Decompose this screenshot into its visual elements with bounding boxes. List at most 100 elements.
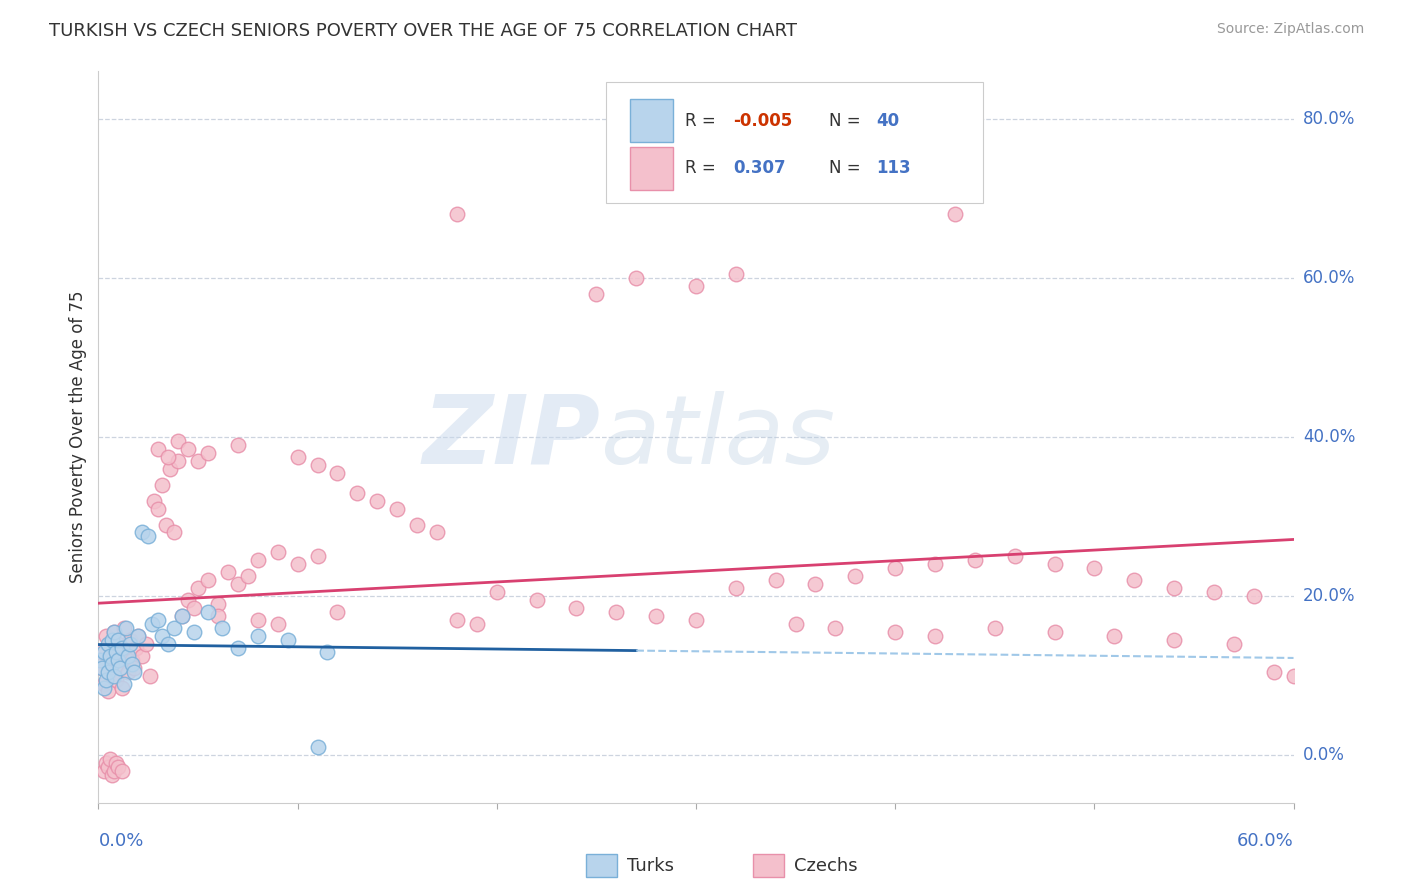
Point — [120, 637, 142, 651]
Point — [246, 553, 269, 567]
Point — [107, 632, 129, 647]
Point — [155, 517, 177, 532]
Point — [110, 645, 132, 659]
Text: 0.0%: 0.0% — [98, 832, 143, 850]
Point — [287, 450, 309, 464]
Point — [187, 454, 209, 468]
Point — [326, 605, 349, 619]
Point — [172, 609, 194, 624]
Point — [101, 632, 124, 647]
Point — [785, 616, 807, 631]
Point — [724, 581, 747, 595]
Point — [183, 601, 205, 615]
Text: 113: 113 — [876, 160, 911, 178]
Point — [93, 681, 115, 695]
Point — [96, 673, 118, 687]
Point — [103, 764, 125, 778]
Point — [157, 637, 180, 651]
FancyBboxPatch shape — [754, 854, 785, 878]
Point — [111, 681, 134, 695]
Point — [98, 637, 122, 651]
Point — [183, 624, 205, 639]
Point — [150, 477, 173, 491]
Point — [884, 561, 907, 575]
Point — [605, 605, 627, 619]
Text: 40: 40 — [876, 112, 900, 129]
Point — [111, 764, 134, 778]
Text: 60.0%: 60.0% — [1303, 269, 1355, 287]
Point — [1123, 573, 1146, 587]
Point — [124, 665, 146, 679]
Point — [1004, 549, 1026, 564]
Text: Czechs: Czechs — [794, 856, 858, 875]
Point — [89, 645, 111, 659]
Point — [217, 566, 239, 580]
Point — [267, 545, 290, 559]
Point — [117, 648, 139, 663]
Point — [127, 629, 149, 643]
Text: 80.0%: 80.0% — [1303, 110, 1355, 128]
Point — [148, 613, 170, 627]
Text: ZIP: ZIP — [422, 391, 600, 483]
Point — [226, 577, 249, 591]
Point — [685, 279, 707, 293]
Text: R =: R = — [685, 160, 721, 178]
Point — [645, 609, 668, 624]
Point — [105, 756, 128, 770]
Point — [91, 660, 114, 674]
Point — [267, 616, 290, 631]
Point — [1282, 668, 1305, 682]
Point — [197, 446, 219, 460]
Point — [127, 629, 149, 643]
Point — [139, 668, 162, 682]
Point — [197, 573, 219, 587]
Point — [93, 645, 115, 659]
Point — [177, 442, 200, 456]
Point — [157, 450, 180, 464]
Point — [110, 660, 132, 674]
Point — [844, 569, 866, 583]
Point — [207, 609, 229, 624]
Point — [101, 657, 124, 671]
Point — [1202, 585, 1225, 599]
Point — [924, 629, 946, 643]
Text: N =: N = — [828, 160, 866, 178]
Point — [96, 629, 118, 643]
Point — [465, 616, 488, 631]
Point — [103, 668, 125, 682]
Point — [97, 665, 120, 679]
Point — [307, 458, 329, 472]
Text: 20.0%: 20.0% — [1303, 587, 1355, 605]
Point — [107, 760, 129, 774]
Text: 0.307: 0.307 — [733, 160, 786, 178]
Point — [105, 673, 128, 687]
Point — [136, 529, 159, 543]
Point — [101, 668, 124, 682]
Point — [103, 648, 125, 663]
Point — [93, 764, 115, 778]
Point — [446, 207, 468, 221]
Point — [163, 525, 186, 540]
FancyBboxPatch shape — [586, 854, 617, 878]
Point — [963, 553, 986, 567]
Point — [107, 653, 129, 667]
Point — [226, 640, 249, 655]
Text: TURKISH VS CZECH SENIORS POVERTY OVER THE AGE OF 75 CORRELATION CHART: TURKISH VS CZECH SENIORS POVERTY OVER TH… — [49, 22, 797, 40]
Point — [585, 287, 607, 301]
Point — [426, 525, 449, 540]
Point — [326, 466, 349, 480]
Point — [159, 462, 181, 476]
FancyBboxPatch shape — [630, 99, 673, 143]
Point — [89, 653, 111, 667]
FancyBboxPatch shape — [630, 146, 673, 190]
Point — [406, 517, 429, 532]
Point — [115, 648, 138, 663]
Point — [97, 684, 120, 698]
Y-axis label: Seniors Poverty Over the Age of 75: Seniors Poverty Over the Age of 75 — [69, 291, 87, 583]
Point — [172, 609, 194, 624]
Point — [112, 621, 135, 635]
Point — [366, 493, 388, 508]
Point — [1163, 632, 1185, 647]
Text: 0.0%: 0.0% — [1303, 746, 1346, 764]
Point — [943, 207, 966, 221]
